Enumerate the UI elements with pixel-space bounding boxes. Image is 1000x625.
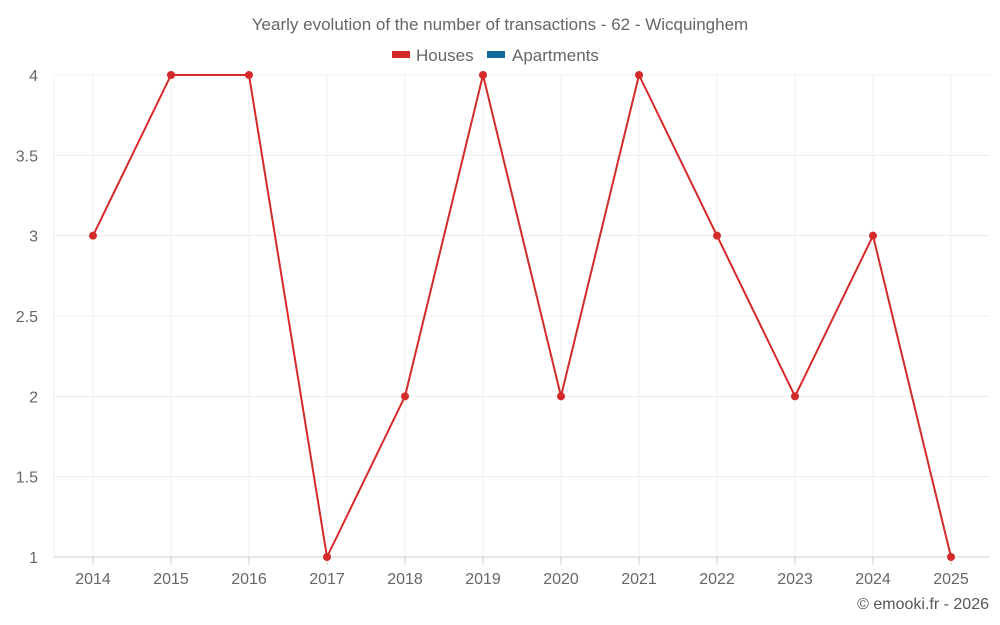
data-point-2021[interactable] [635,71,643,79]
legend-label-houses[interactable]: Houses [416,46,474,65]
y-tick-label: 2 [29,389,38,406]
data-point-2018[interactable] [401,392,409,401]
data-point-2016[interactable] [245,71,253,79]
axes: 1 1.5 2 2.5 3 3.5 4 2014 2015 2016 2017 2018 2019 202… [16,68,990,588]
x-tick-label: 2024 [855,571,891,588]
x-tick-label: 2021 [621,571,657,588]
y-tick-label: 1.5 [16,470,38,487]
series-line-houses [92,74,952,558]
data-point-2017[interactable] [323,553,331,561]
series-houses [89,71,955,561]
y-tick-label: 1 [29,550,38,567]
data-point-2024[interactable] [869,231,877,240]
x-tick-label: 2014 [75,571,111,588]
data-point-2019[interactable] [479,71,487,79]
x-tick-label: 2025 [933,571,969,588]
data-point-2014[interactable] [89,231,97,240]
data-point-2015[interactable] [167,71,175,79]
grid [53,74,990,558]
y-tick-label: 2.5 [16,309,38,326]
y-tick-label: 3 [29,229,38,246]
legend-swatch-apartments [487,51,505,58]
x-tick-label: 2019 [465,571,501,588]
data-point-2025[interactable] [947,553,955,561]
x-tick-label: 2023 [777,571,813,588]
x-tick-label: 2020 [543,571,579,588]
x-tick-label: 2016 [231,571,267,588]
legend-swatch-houses [392,51,410,58]
x-tick-label: 2017 [309,571,345,588]
data-point-2022[interactable] [713,231,721,240]
chart-title: Yearly evolution of the number of transa… [252,15,748,34]
data-point-2020[interactable] [557,392,565,401]
legend-label-apartments[interactable]: Apartments [512,46,599,65]
data-point-2023[interactable] [791,392,799,401]
y-tick-label: 3.5 [16,148,38,165]
x-tick-label: 2018 [387,571,423,588]
credit-text: © emooki.fr - 2026 [857,596,989,613]
x-tick-label: 2015 [153,571,189,588]
legend: Houses Apartments [392,46,599,65]
x-tick-label: 2022 [699,571,735,588]
y-tick-label: 4 [29,68,38,85]
